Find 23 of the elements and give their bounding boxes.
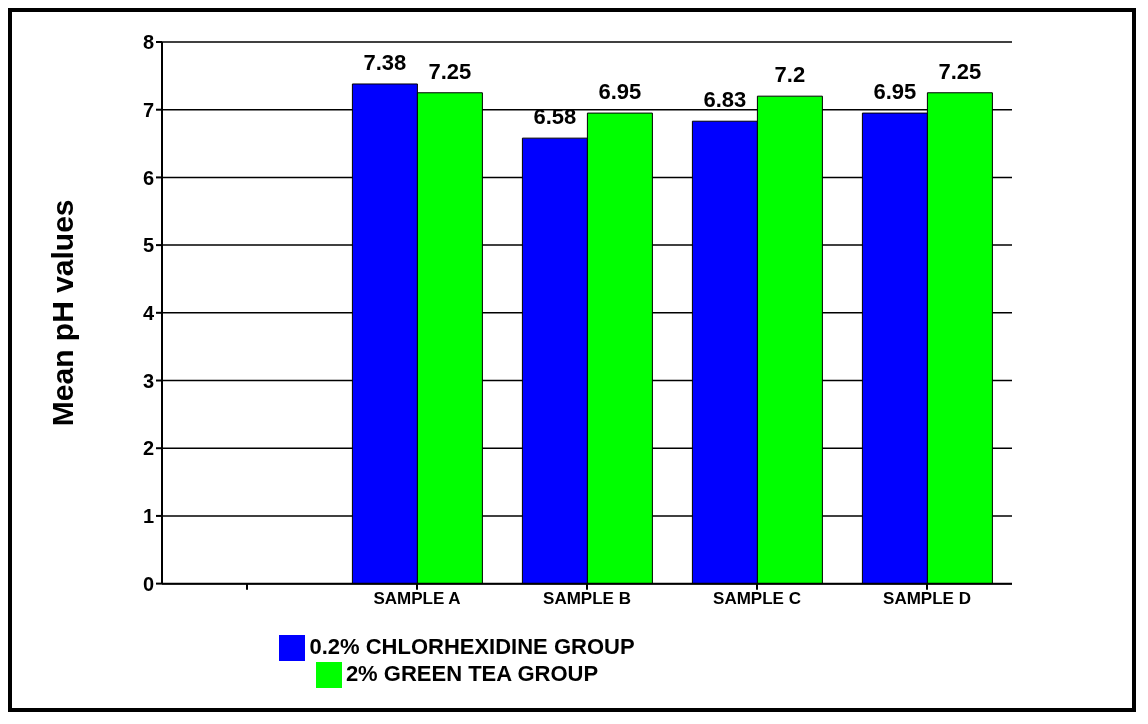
data-label: 7.2: [774, 62, 806, 88]
data-label: 6.95: [598, 79, 642, 105]
y-tick-label: 8: [142, 31, 154, 54]
y-axis-title: Mean pH values: [45, 199, 79, 427]
y-tick-label: 0: [142, 572, 154, 595]
y-tick-label: 1: [142, 505, 154, 528]
x-tick-label: SAMPLE C: [713, 588, 801, 608]
y-tick-label: 6: [142, 166, 154, 189]
legend-label: 2% GREEN TEA GROUP: [345, 660, 599, 686]
x-tick-label: SAMPLE B: [543, 588, 631, 608]
y-tick-label: 4: [142, 301, 155, 324]
data-label: 6.95: [873, 79, 917, 105]
y-tick-label: 2: [142, 437, 154, 460]
y-tick-label: 5: [142, 234, 154, 257]
x-tick-label: SAMPLE A: [373, 588, 461, 608]
y-tick-label: 7: [142, 98, 154, 121]
data-label: 7.25: [938, 58, 982, 84]
data-label: 7.25: [428, 58, 472, 84]
data-label: 6.83: [703, 87, 747, 113]
x-tick-label: SAMPLE D: [883, 588, 971, 608]
data-label: 7.38: [363, 49, 407, 75]
legend-label: 0.2% CHLORHEXIDINE GROUP: [309, 633, 635, 659]
y-tick-label: 3: [142, 369, 154, 392]
